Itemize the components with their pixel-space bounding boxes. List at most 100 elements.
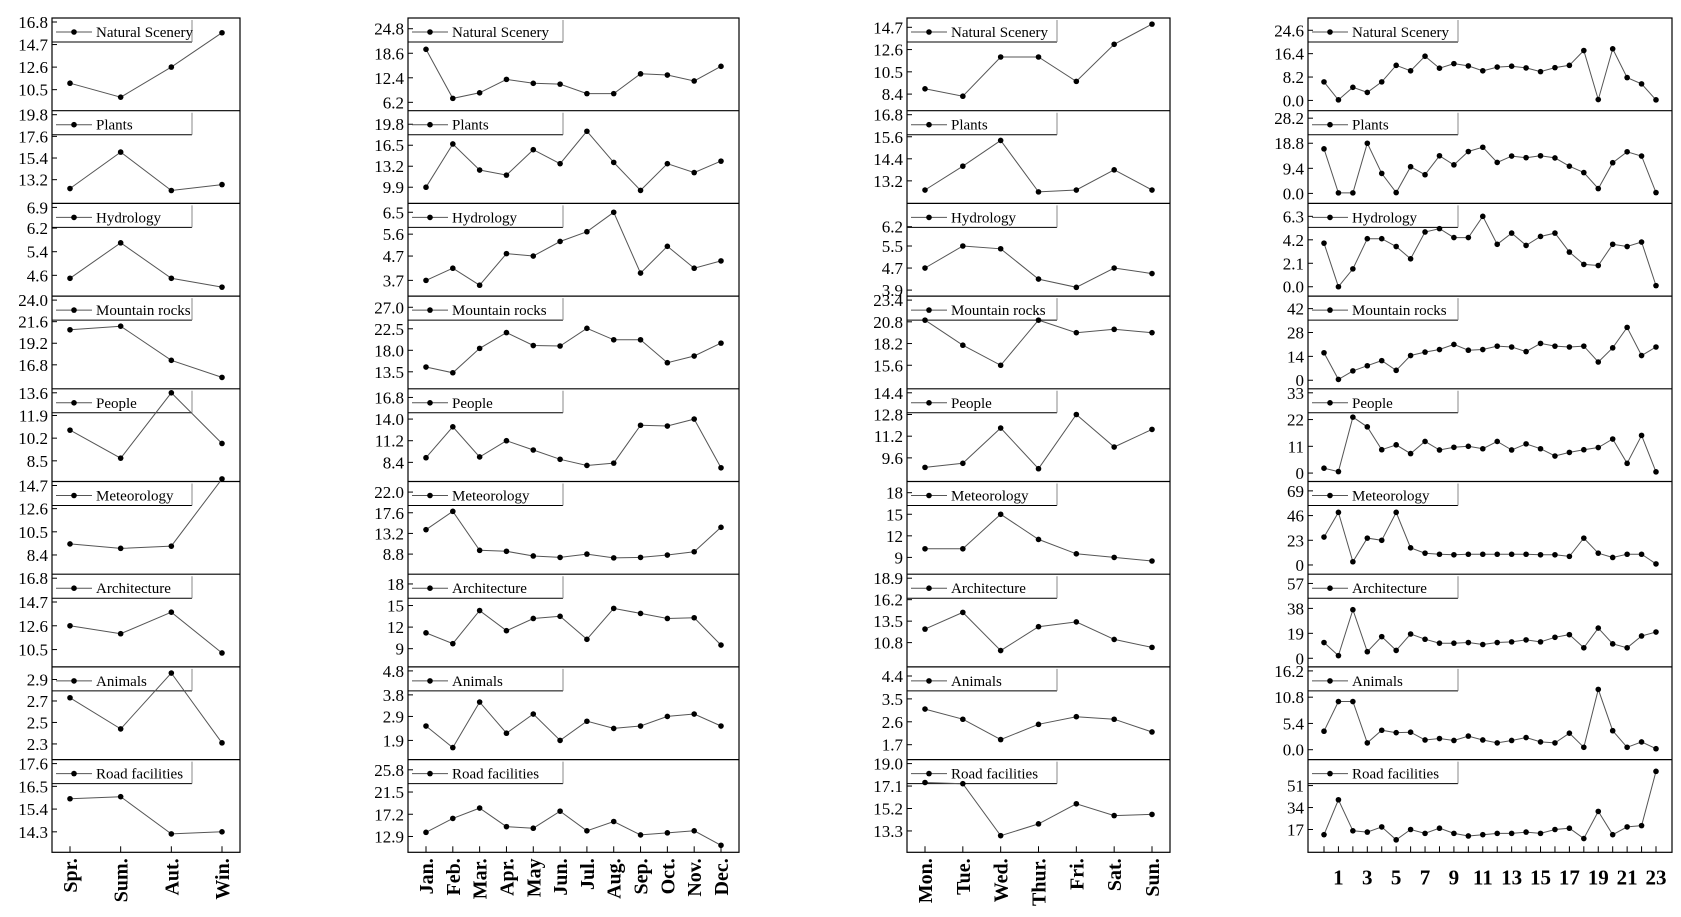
y-tick-label: 14.4 <box>873 150 903 169</box>
data-point <box>997 245 1004 252</box>
data-point <box>1364 740 1371 746</box>
y-tick-label: 0.0 <box>1283 741 1304 760</box>
data-point <box>1537 830 1544 837</box>
data-point <box>1378 357 1385 364</box>
data-point <box>219 476 225 482</box>
data-point <box>1436 225 1443 232</box>
legend-label: Architecture <box>452 581 527 597</box>
legend-label: Natural Scenery <box>951 25 1049 41</box>
legend-label: People <box>96 396 137 412</box>
data-point <box>557 613 563 620</box>
series-line <box>69 32 223 98</box>
y-tick-label: 16.8 <box>18 13 48 32</box>
data-point <box>718 723 724 729</box>
y-tick-label: 10.5 <box>873 63 903 82</box>
y-tick-label: 13.5 <box>873 612 903 631</box>
x-tick-label: Mon. <box>915 858 937 903</box>
legend-marker <box>71 492 77 499</box>
y-tick-label: 28.2 <box>1274 109 1304 128</box>
y-tick-label: 38 <box>1287 599 1304 618</box>
data-point <box>1465 833 1472 839</box>
data-point <box>1523 637 1529 643</box>
data-point <box>1073 329 1080 336</box>
data-point <box>691 827 697 834</box>
series-line <box>425 418 722 469</box>
data-point <box>1638 633 1645 639</box>
y-tick-label: 20.8 <box>873 313 903 332</box>
data-point <box>1609 345 1616 351</box>
data-point <box>1035 189 1042 195</box>
legend-label: Hydrology <box>452 210 517 226</box>
data-point <box>1436 640 1443 646</box>
data-point <box>691 416 697 422</box>
data-point <box>1479 831 1486 838</box>
panel-plants: 28.2 18.8 9.4 0.0 Plants <box>1274 109 1672 204</box>
legend-label: Animals <box>951 674 1002 690</box>
panel-animals: 2.9 2.7 2.5 2.3 Animals <box>27 668 240 761</box>
x-tick-label: Wed. <box>991 858 1013 902</box>
data-point <box>423 829 429 836</box>
legend-marker <box>1327 400 1333 406</box>
data-point <box>610 725 617 732</box>
data-point <box>1523 348 1529 355</box>
data-point <box>1335 97 1342 103</box>
data-point <box>1624 243 1630 250</box>
y-tick-label: 0 <box>1296 371 1305 390</box>
data-point <box>960 163 966 169</box>
data-point <box>557 343 563 349</box>
legend-marker <box>71 585 77 591</box>
data-point <box>1566 825 1573 832</box>
y-tick-label: 24.0 <box>18 291 48 310</box>
legend-marker <box>427 492 433 499</box>
data-point <box>219 440 225 447</box>
data-point <box>1653 189 1659 196</box>
y-tick-label: 0.0 <box>1283 184 1304 203</box>
data-point <box>1335 376 1342 383</box>
data-point <box>584 462 590 469</box>
data-point <box>1494 241 1501 248</box>
panel-natural-scenery: 14.7 12.6 10.5 8.4 Natural Scenery <box>873 18 1170 112</box>
series-line <box>1323 141 1657 194</box>
y-tick-label: 13.2 <box>18 171 48 190</box>
data-point <box>67 541 73 547</box>
data-point <box>1321 79 1327 85</box>
legend-label: Meteorology <box>951 489 1029 505</box>
data-point <box>718 63 724 70</box>
y-tick-label: 15.6 <box>873 128 903 147</box>
y-tick-label: 11 <box>1288 437 1304 456</box>
x-tick-label: Sat. <box>1104 858 1126 891</box>
data-point <box>1073 619 1080 625</box>
panel-architecture: 18.9 16.2 13.5 10.8 Architecture <box>873 569 1170 668</box>
data-point <box>530 553 537 559</box>
data-point <box>219 650 225 656</box>
data-point <box>1321 146 1327 152</box>
data-point <box>1624 324 1630 331</box>
data-point <box>1609 554 1616 561</box>
data-point <box>1494 159 1501 166</box>
data-point <box>423 364 429 370</box>
y-tick-label: 4.2 <box>1283 231 1304 250</box>
legend-marker <box>926 400 932 406</box>
data-point <box>1407 729 1414 735</box>
panel-mountain-rocks: 27.0 22.5 18.0 13.5 Mountain rocks <box>374 298 739 390</box>
legend-marker <box>1327 214 1333 221</box>
x-tick-label: Sun. <box>1142 858 1164 896</box>
y-tick-label: 4.7 <box>383 247 405 266</box>
y-tick-label: 12 <box>387 618 404 637</box>
data-point <box>67 622 73 629</box>
y-tick-label: 4.7 <box>882 259 904 278</box>
y-tick-label: 16.5 <box>374 136 404 155</box>
y-tick-label: 16.2 <box>1274 662 1304 681</box>
data-point <box>922 545 928 552</box>
data-point <box>168 609 175 615</box>
data-point <box>1393 837 1399 843</box>
data-point <box>922 187 928 193</box>
panel-mountain-rocks: 24.0 21.6 19.2 16.8 Mountain rocks <box>18 291 240 390</box>
y-tick-label: 3.7 <box>383 271 405 290</box>
data-point <box>530 447 537 453</box>
y-tick-label: 16.8 <box>873 106 903 125</box>
panel-natural-scenery: 16.8 14.7 12.6 10.5 Natural Scenery <box>18 13 240 112</box>
legend-label: Animals <box>1352 674 1403 690</box>
data-point <box>718 464 724 471</box>
data-point <box>718 642 724 648</box>
